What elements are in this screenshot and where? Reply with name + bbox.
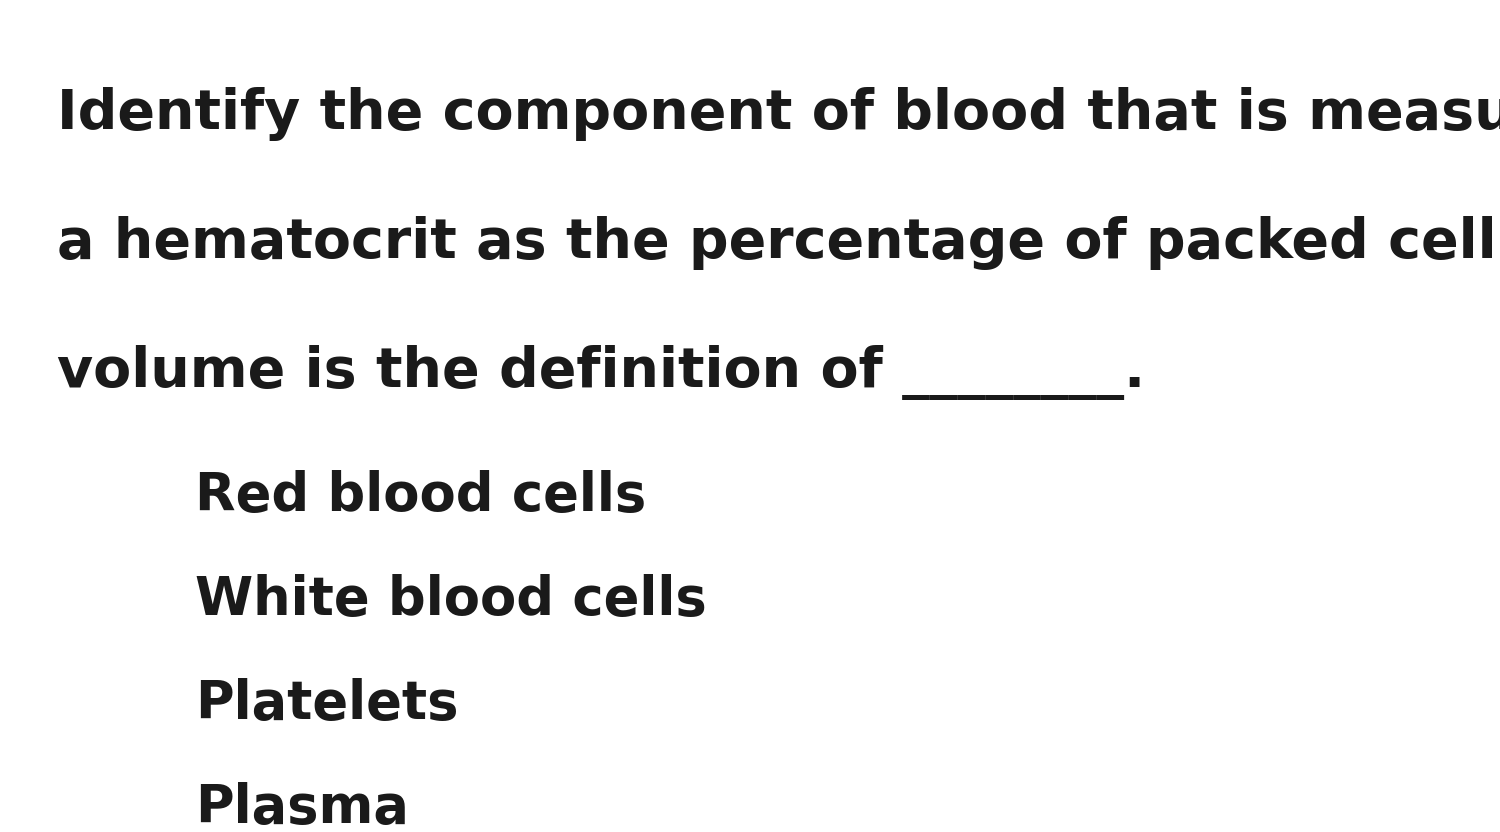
Text: Platelets: Platelets — [195, 678, 459, 730]
Text: a hematocrit as the percentage of packed cell: a hematocrit as the percentage of packed… — [57, 216, 1497, 270]
Text: Red blood cells: Red blood cells — [195, 470, 646, 522]
Text: Identify the component of blood that is measured in: Identify the component of blood that is … — [57, 87, 1500, 141]
Text: White blood cells: White blood cells — [195, 574, 706, 626]
Text: volume is the definition of ________.: volume is the definition of ________. — [57, 345, 1144, 400]
Text: Plasma: Plasma — [195, 782, 410, 832]
